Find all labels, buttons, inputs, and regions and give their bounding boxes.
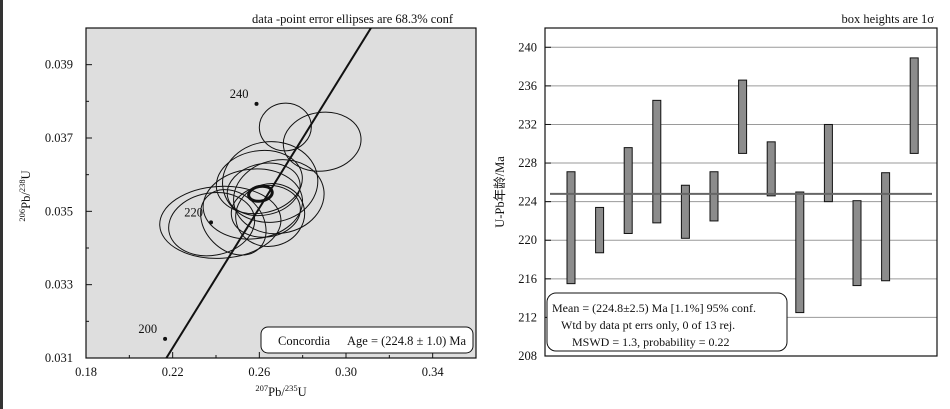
age-box-chart: box heights are 1σ 208 212 216 220 224 228 232… xyxy=(493,12,938,363)
concordia-age: Age = (224.8 ± 1.0) Ma xyxy=(347,334,467,348)
box-chart-title: box heights are 1σ xyxy=(842,12,935,26)
error-ellipse-1 xyxy=(159,185,282,259)
concordia-x-tick-label: 0.22 xyxy=(162,365,184,379)
concordia-x-tick-label: 0.34 xyxy=(422,365,445,379)
age-box-9 xyxy=(795,191,805,314)
age-marker-240 xyxy=(254,101,259,106)
age-box-11 xyxy=(852,200,862,287)
error-ellipse-7 xyxy=(215,149,303,215)
concordia-x-tick-label: 0.26 xyxy=(248,365,270,379)
concordia-y-tick-label: 0.037 xyxy=(45,131,73,145)
error-ellipse-4 xyxy=(222,141,319,223)
box-y-tick-label: 220 xyxy=(518,233,537,247)
concordia-age-box: Concordia Age = (224.8 ± 1.0) Ma xyxy=(260,326,474,354)
concordia-y-tick-label: 0.033 xyxy=(45,278,73,292)
box-y-tick-label: 228 xyxy=(518,156,537,170)
concordia-axes: 0.18 0.22 0.26 0.30 0.34 0.031 0.033 0.035 0.037… xyxy=(45,58,444,379)
age-box-frame xyxy=(260,326,474,354)
concordia-y-tick-label: 0.039 xyxy=(45,58,73,72)
stats-box: Mean = (224.8±2.5) Ma [1.1%] 95% conf. W… xyxy=(546,292,788,352)
age-box-4 xyxy=(652,99,662,224)
error-ellipses xyxy=(159,102,362,259)
concordia-y-label: 206Pb/238U xyxy=(17,170,33,221)
concordia-y-tick-label: 0.035 xyxy=(45,204,73,218)
age-box-5 xyxy=(680,184,690,239)
age-labels: 200 220 240 xyxy=(138,87,259,341)
box-y-tick-label: 232 xyxy=(518,117,537,131)
age-box-8 xyxy=(766,141,776,197)
box-y-tick-label: 224 xyxy=(518,195,538,209)
box-y-tick-label: 208 xyxy=(518,349,537,363)
error-ellipse-3 xyxy=(202,168,304,240)
stats-mean: Mean = (224.8±2.5) Ma [1.1%] 95% conf. xyxy=(552,301,756,315)
stats-weighting: Wtd by data pt errs only, 0 of 13 rej. xyxy=(561,318,735,332)
concordia-name: Concordia xyxy=(278,334,331,348)
age-box-13 xyxy=(909,57,919,154)
box-plot-frame xyxy=(544,27,938,357)
box-y-tick-label: 216 xyxy=(518,272,537,286)
box-y-tick-label: 212 xyxy=(518,310,537,324)
concordia-x-label: 207Pb/235U xyxy=(255,383,306,399)
stats-box-frame xyxy=(546,292,788,352)
error-ellipse-11 xyxy=(233,159,325,235)
age-box-12 xyxy=(881,172,891,282)
age-box-2 xyxy=(595,206,605,254)
age-label-220: 220 xyxy=(184,205,203,219)
age-box-3 xyxy=(623,147,633,234)
concordia-frame xyxy=(85,27,477,359)
error-ellipse-9 xyxy=(226,162,301,217)
concordia-curve xyxy=(165,28,373,358)
age-box-6 xyxy=(709,171,719,222)
age-box-7 xyxy=(738,79,748,154)
left-edge-strip xyxy=(0,0,3,409)
concordia-curve-group xyxy=(165,28,373,358)
box-y-tick-label: 240 xyxy=(518,40,537,54)
concordia-x-tick-label: 0.18 xyxy=(75,365,97,379)
age-boxes xyxy=(566,57,919,314)
age-marker-220 xyxy=(209,220,214,225)
concordia-chart: data -point error ellipses are 68.3% con… xyxy=(17,12,477,399)
mean-age-ellipse xyxy=(247,184,274,203)
error-ellipse-8 xyxy=(200,189,267,256)
age-label-200: 200 xyxy=(138,322,157,336)
stats-mswd: MSWD = 1.3, probability = 0.22 xyxy=(572,335,730,349)
concordia-x-tick-label: 0.30 xyxy=(335,365,357,379)
box-y-tick-label: 236 xyxy=(518,79,537,93)
age-box-1 xyxy=(566,171,576,285)
concordia-plot-area xyxy=(86,28,476,358)
concordia-title: data -point error ellipses are 68.3% con… xyxy=(252,12,454,26)
concordia-y-tick-label: 0.031 xyxy=(45,351,73,365)
age-label-240: 240 xyxy=(230,87,249,101)
box-axes: 208 212 216 220 224 228 232 236 240 xyxy=(518,40,551,363)
age-marker-200 xyxy=(163,336,168,341)
box-y-label: U-Pb年龄/Ma xyxy=(493,156,507,228)
age-box-10 xyxy=(823,123,833,203)
